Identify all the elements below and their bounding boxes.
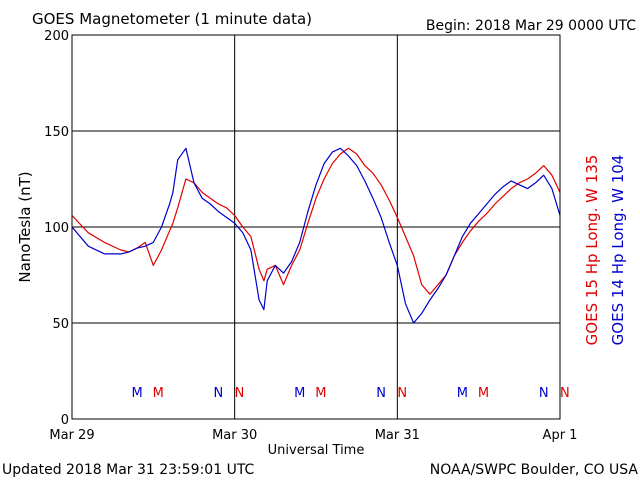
x-tick-label: Mar 29 bbox=[49, 428, 94, 443]
grid-lines bbox=[72, 35, 560, 419]
footer-credit: NOAA/SWPC Boulder, CO USA bbox=[430, 462, 639, 478]
marker-n: N bbox=[376, 386, 386, 401]
marker-m: M bbox=[294, 386, 305, 401]
marker-m: M bbox=[153, 386, 164, 401]
marker-n: N bbox=[235, 386, 245, 401]
marker-m: M bbox=[315, 386, 326, 401]
y-tick-label: 150 bbox=[44, 125, 69, 140]
y-axis-label: NanoTesla (nT) bbox=[16, 171, 34, 282]
series-lines bbox=[71, 147, 561, 324]
marker-n: N bbox=[539, 386, 549, 401]
x-tick-label: Mar 30 bbox=[212, 428, 257, 443]
series-line-0 bbox=[71, 147, 561, 295]
plot-frame bbox=[71, 34, 561, 420]
marker-n: N bbox=[560, 386, 570, 401]
chart-title: GOES Magnetometer (1 minute data) bbox=[32, 10, 312, 28]
y-tick-label: 200 bbox=[44, 29, 69, 44]
y-tick-label: 0 bbox=[61, 413, 69, 428]
marker-m: M bbox=[478, 386, 489, 401]
series-line-1 bbox=[71, 147, 561, 324]
legend-goes14: GOES 14 Hp Long. W 104 bbox=[609, 155, 627, 346]
x-axis-ticks: Mar 29 Mar 30 Mar 31 Apr 1 bbox=[49, 428, 577, 443]
footer-updated: Updated 2018 Mar 31 23:59:01 UTC bbox=[2, 462, 255, 478]
marker-n: N bbox=[214, 386, 224, 401]
marker-m: M bbox=[131, 386, 142, 401]
begin-label: Begin: 2018 Mar 29 0000 UTC bbox=[426, 18, 636, 34]
y-tick-label: 100 bbox=[44, 221, 69, 236]
legend-goes15: GOES 15 Hp Long. W 135 bbox=[583, 155, 601, 346]
x-tick-label: Mar 31 bbox=[375, 428, 420, 443]
y-axis-ticks: 0 50 100 150 200 bbox=[44, 29, 69, 428]
marker-n: N bbox=[397, 386, 407, 401]
x-tick-label: Apr 1 bbox=[543, 428, 578, 443]
x-axis-label: Universal Time bbox=[268, 443, 365, 458]
marker-m: M bbox=[457, 386, 468, 401]
y-tick-label: 50 bbox=[52, 317, 69, 332]
